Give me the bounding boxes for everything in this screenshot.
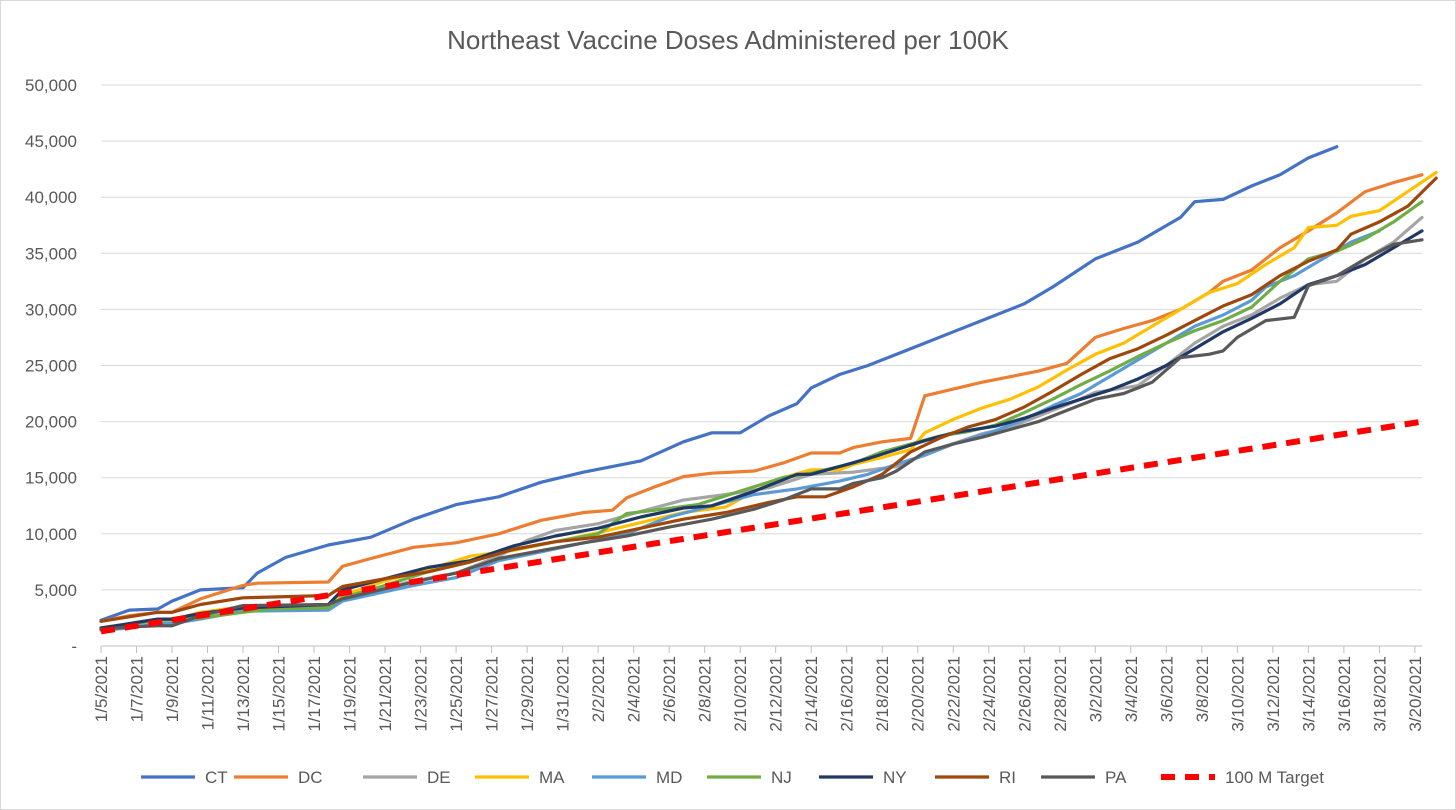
x-tick-label: 1/31/2021 xyxy=(554,656,573,732)
x-tick-label: 3/14/2021 xyxy=(1299,656,1318,732)
x-tick-label: 2/8/2021 xyxy=(696,656,715,722)
x-tick-label: 1/7/2021 xyxy=(128,656,147,722)
x-tick-label: 3/20/2021 xyxy=(1406,656,1425,732)
y-tick-label: 5,000 xyxy=(34,581,77,600)
x-tick-label: 1/5/2021 xyxy=(92,656,111,722)
x-tick-label: 2/16/2021 xyxy=(838,656,857,732)
x-tick-label: 1/27/2021 xyxy=(483,656,502,732)
series-line-100-m-target xyxy=(100,418,1423,635)
x-tick-label: 2/20/2021 xyxy=(909,656,928,732)
x-tick-label: 1/11/2021 xyxy=(199,656,218,730)
legend-label: CT xyxy=(205,768,228,787)
series-lines xyxy=(99,145,1438,635)
y-tick-label: 20,000 xyxy=(25,413,77,432)
series-line-ct xyxy=(99,145,1339,622)
grid-lines xyxy=(101,84,1422,647)
x-tick-label: 3/16/2021 xyxy=(1335,656,1354,732)
x-tick-label: 1/29/2021 xyxy=(518,656,537,732)
x-tick-label: 2/2/2021 xyxy=(589,656,608,722)
chart-title: Northeast Vaccine Doses Administered per… xyxy=(447,25,1009,55)
x-axis-ticks: 1/5/2021 1/7/2021 1/9/2021 1/11/2021 1/13/20… xyxy=(92,646,1425,732)
legend-label: NJ xyxy=(771,768,792,787)
x-tick-label: 2/14/2021 xyxy=(802,656,821,732)
series-line-ri xyxy=(99,176,1438,623)
y-tick-label: 10,000 xyxy=(25,525,77,544)
series-line-nj xyxy=(99,200,1424,631)
series-line-ny xyxy=(99,229,1424,630)
legend-label: MA xyxy=(539,768,565,787)
x-tick-label: 2/12/2021 xyxy=(767,656,786,732)
x-tick-label: 1/21/2021 xyxy=(376,656,395,732)
y-tick-label: - xyxy=(71,637,77,656)
series-line-ma xyxy=(99,170,1438,630)
x-tick-label: 3/2/2021 xyxy=(1086,656,1105,722)
x-tick-label: 3/4/2021 xyxy=(1122,656,1141,722)
y-tick-label: 15,000 xyxy=(25,469,77,488)
x-tick-label: 1/15/2021 xyxy=(270,656,289,732)
series-line-pa xyxy=(99,238,1424,631)
x-tick-label: 3/18/2021 xyxy=(1370,656,1389,732)
x-tick-label: 1/19/2021 xyxy=(341,656,360,732)
legend-label: PA xyxy=(1105,768,1127,787)
y-axis-ticks: - 5,000 10,000 15,000 20,000 25,000 30,000 35,0… xyxy=(25,76,77,656)
x-tick-label: 1/17/2021 xyxy=(305,656,324,732)
y-tick-label: 40,000 xyxy=(25,188,77,207)
series-line-de xyxy=(99,215,1424,631)
y-tick-label: 45,000 xyxy=(25,132,77,151)
x-tick-label: 2/28/2021 xyxy=(1051,656,1070,732)
x-tick-label: 3/12/2021 xyxy=(1264,656,1283,732)
x-tick-label: 2/26/2021 xyxy=(1015,656,1034,732)
x-tick-label: 1/23/2021 xyxy=(412,656,431,732)
legend-label: 100 M Target xyxy=(1225,768,1324,787)
x-tick-label: 3/10/2021 xyxy=(1228,656,1247,732)
x-tick-label: 2/18/2021 xyxy=(873,656,892,732)
x-tick-label: 2/4/2021 xyxy=(625,656,644,722)
legend-label: DE xyxy=(427,768,451,787)
x-tick-label: 2/10/2021 xyxy=(731,656,750,732)
x-tick-label: 1/25/2021 xyxy=(447,656,466,732)
x-tick-label: 2/22/2021 xyxy=(944,656,963,732)
x-tick-label: 1/13/2021 xyxy=(234,656,253,732)
legend-label: RI xyxy=(999,768,1016,787)
series-line-dc xyxy=(99,173,1424,623)
x-tick-label: 2/24/2021 xyxy=(980,656,999,732)
x-tick-label: 3/8/2021 xyxy=(1193,656,1212,722)
legend: CT DC DE MA MD NJ NY RI PA 100 M Target xyxy=(141,768,1324,787)
x-tick-label: 2/6/2021 xyxy=(660,656,679,722)
x-tick-label: 3/6/2021 xyxy=(1157,656,1176,722)
series-line-md xyxy=(99,229,1382,632)
legend-label: MD xyxy=(656,768,682,787)
legend-label: DC xyxy=(298,768,323,787)
y-tick-label: 25,000 xyxy=(25,357,77,376)
y-tick-label: 50,000 xyxy=(25,76,77,95)
x-tick-label: 1/9/2021 xyxy=(163,656,182,722)
y-tick-label: 35,000 xyxy=(25,244,77,263)
y-tick-label: 30,000 xyxy=(25,300,77,319)
legend-label: NY xyxy=(883,768,907,787)
